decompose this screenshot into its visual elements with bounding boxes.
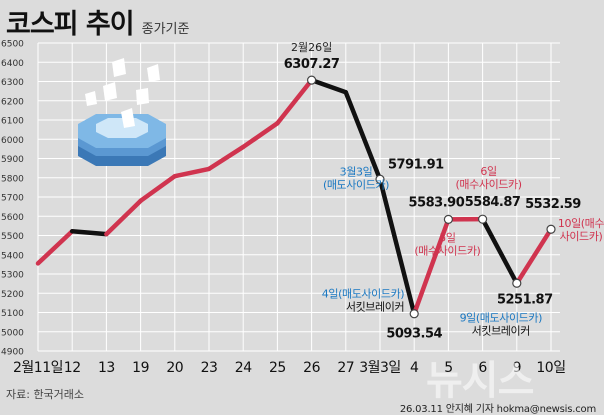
annotation-note: (매도사이드카) (323, 178, 389, 191)
data-point-marker (512, 278, 522, 288)
data-point-marker (409, 309, 419, 319)
line-segment-down (480, 216, 520, 286)
x-tick-label: 13 (98, 360, 115, 376)
data-point-marker (546, 224, 556, 234)
newsis-watermark: 뉴시스 (426, 358, 534, 404)
line-segment-up (514, 226, 554, 286)
y-tick-label: 6500 (1, 40, 24, 50)
x-tick-label: 10일 (536, 360, 565, 376)
annotation-note: 6일 (480, 164, 497, 178)
annotation-note: 서킷브레이커 (472, 324, 530, 337)
x-tick-label: 2월11일 (13, 360, 63, 376)
x-tick-label: 3월3일 (359, 360, 401, 376)
data-value-label: 5251.87 (497, 292, 553, 307)
source-note: 자료: 한국거래소 (6, 388, 85, 401)
y-tick-label: 6300 (1, 78, 24, 88)
annotation-note: (매수사이드카) (414, 244, 480, 257)
x-tick-label: 5 (444, 360, 452, 376)
annotation-note: 3월3일 (340, 164, 373, 178)
data-value-label: 5532.59 (525, 197, 581, 212)
credit-note: 26.03.11 안지혜 기자 hokma@newsis.com (399, 404, 596, 415)
data-value-label: 5093.54 (386, 327, 442, 342)
annotation-note: 10일(매수 (558, 216, 604, 230)
x-tick-label: 26 (303, 360, 320, 376)
x-tick-label: 9 (513, 360, 521, 376)
y-tick-label: 6100 (1, 117, 24, 127)
line-segment-up (411, 217, 451, 316)
x-tick-label: 6 (478, 360, 487, 376)
x-tick-label: 19 (132, 360, 149, 376)
y-tick-label: 5300 (1, 271, 24, 281)
line-segment-up (240, 121, 280, 150)
y-tick-label: 5600 (1, 213, 24, 223)
market-server-icon (78, 58, 166, 166)
data-value-label: 6307.27 (284, 57, 340, 72)
data-point-marker (443, 214, 453, 224)
y-tick-label: 5200 (1, 290, 24, 300)
data-point-marker (478, 214, 488, 224)
y-tick-label: 5500 (1, 232, 24, 242)
line-segment-down (309, 77, 349, 95)
y-tick-label: 5000 (1, 328, 24, 338)
y-tick-label: 6400 (1, 59, 24, 69)
annotation-note: 서킷브레이커 (346, 301, 404, 314)
line-segment-up (172, 166, 212, 179)
date-label: 2월26일 (291, 40, 332, 54)
data-point-marker (375, 174, 385, 184)
data-value-label: 5583.90 (409, 195, 465, 210)
y-tick-label: 6000 (1, 136, 24, 146)
y-tick-label: 5900 (1, 155, 24, 165)
y-tick-label: 5700 (1, 194, 24, 204)
chart-subtitle: 종가기준 (141, 22, 190, 37)
title-block: 코스피 추이 종가기준 (6, 2, 189, 41)
line-segment-down (377, 177, 417, 316)
annotation-note: (매수사이드카) (456, 178, 522, 191)
annotation-note: 사이드카) (560, 230, 603, 243)
y-tick-label: 5400 (1, 251, 24, 261)
chart-title: 코스피 추이 (6, 9, 135, 40)
x-tick-label: 20 (166, 360, 183, 376)
line-segment-up (275, 77, 314, 126)
x-tick-label: 4 (410, 360, 419, 376)
y-tick-label: 4900 (1, 348, 24, 358)
x-tick-label: 27 (337, 360, 354, 376)
line-segment-up (104, 198, 143, 237)
x-tick-label: 23 (201, 360, 218, 376)
annotation-note: 9일(매도사이드카) (460, 310, 543, 324)
y-tick-label: 5800 (1, 174, 24, 184)
y-tick-label: 5100 (1, 309, 24, 319)
y-tick-label: 6200 (1, 97, 24, 107)
annotation-note: 4일(매도사이드카) (322, 287, 405, 301)
line-segment-down (69, 229, 109, 237)
line-segment-up (35, 229, 75, 266)
x-tick-label: 12 (64, 360, 81, 376)
data-value-label: 5584.87 (465, 195, 521, 210)
line-segment-up (206, 144, 246, 172)
x-tick-label: 25 (269, 360, 286, 376)
x-tick-label: 24 (235, 360, 252, 376)
line-segment-down (343, 90, 383, 182)
annotation-note: 5일 (439, 230, 456, 244)
data-value-label: 5791.91 (388, 157, 444, 172)
line-segment-up (138, 173, 178, 204)
data-point-marker (307, 75, 317, 85)
